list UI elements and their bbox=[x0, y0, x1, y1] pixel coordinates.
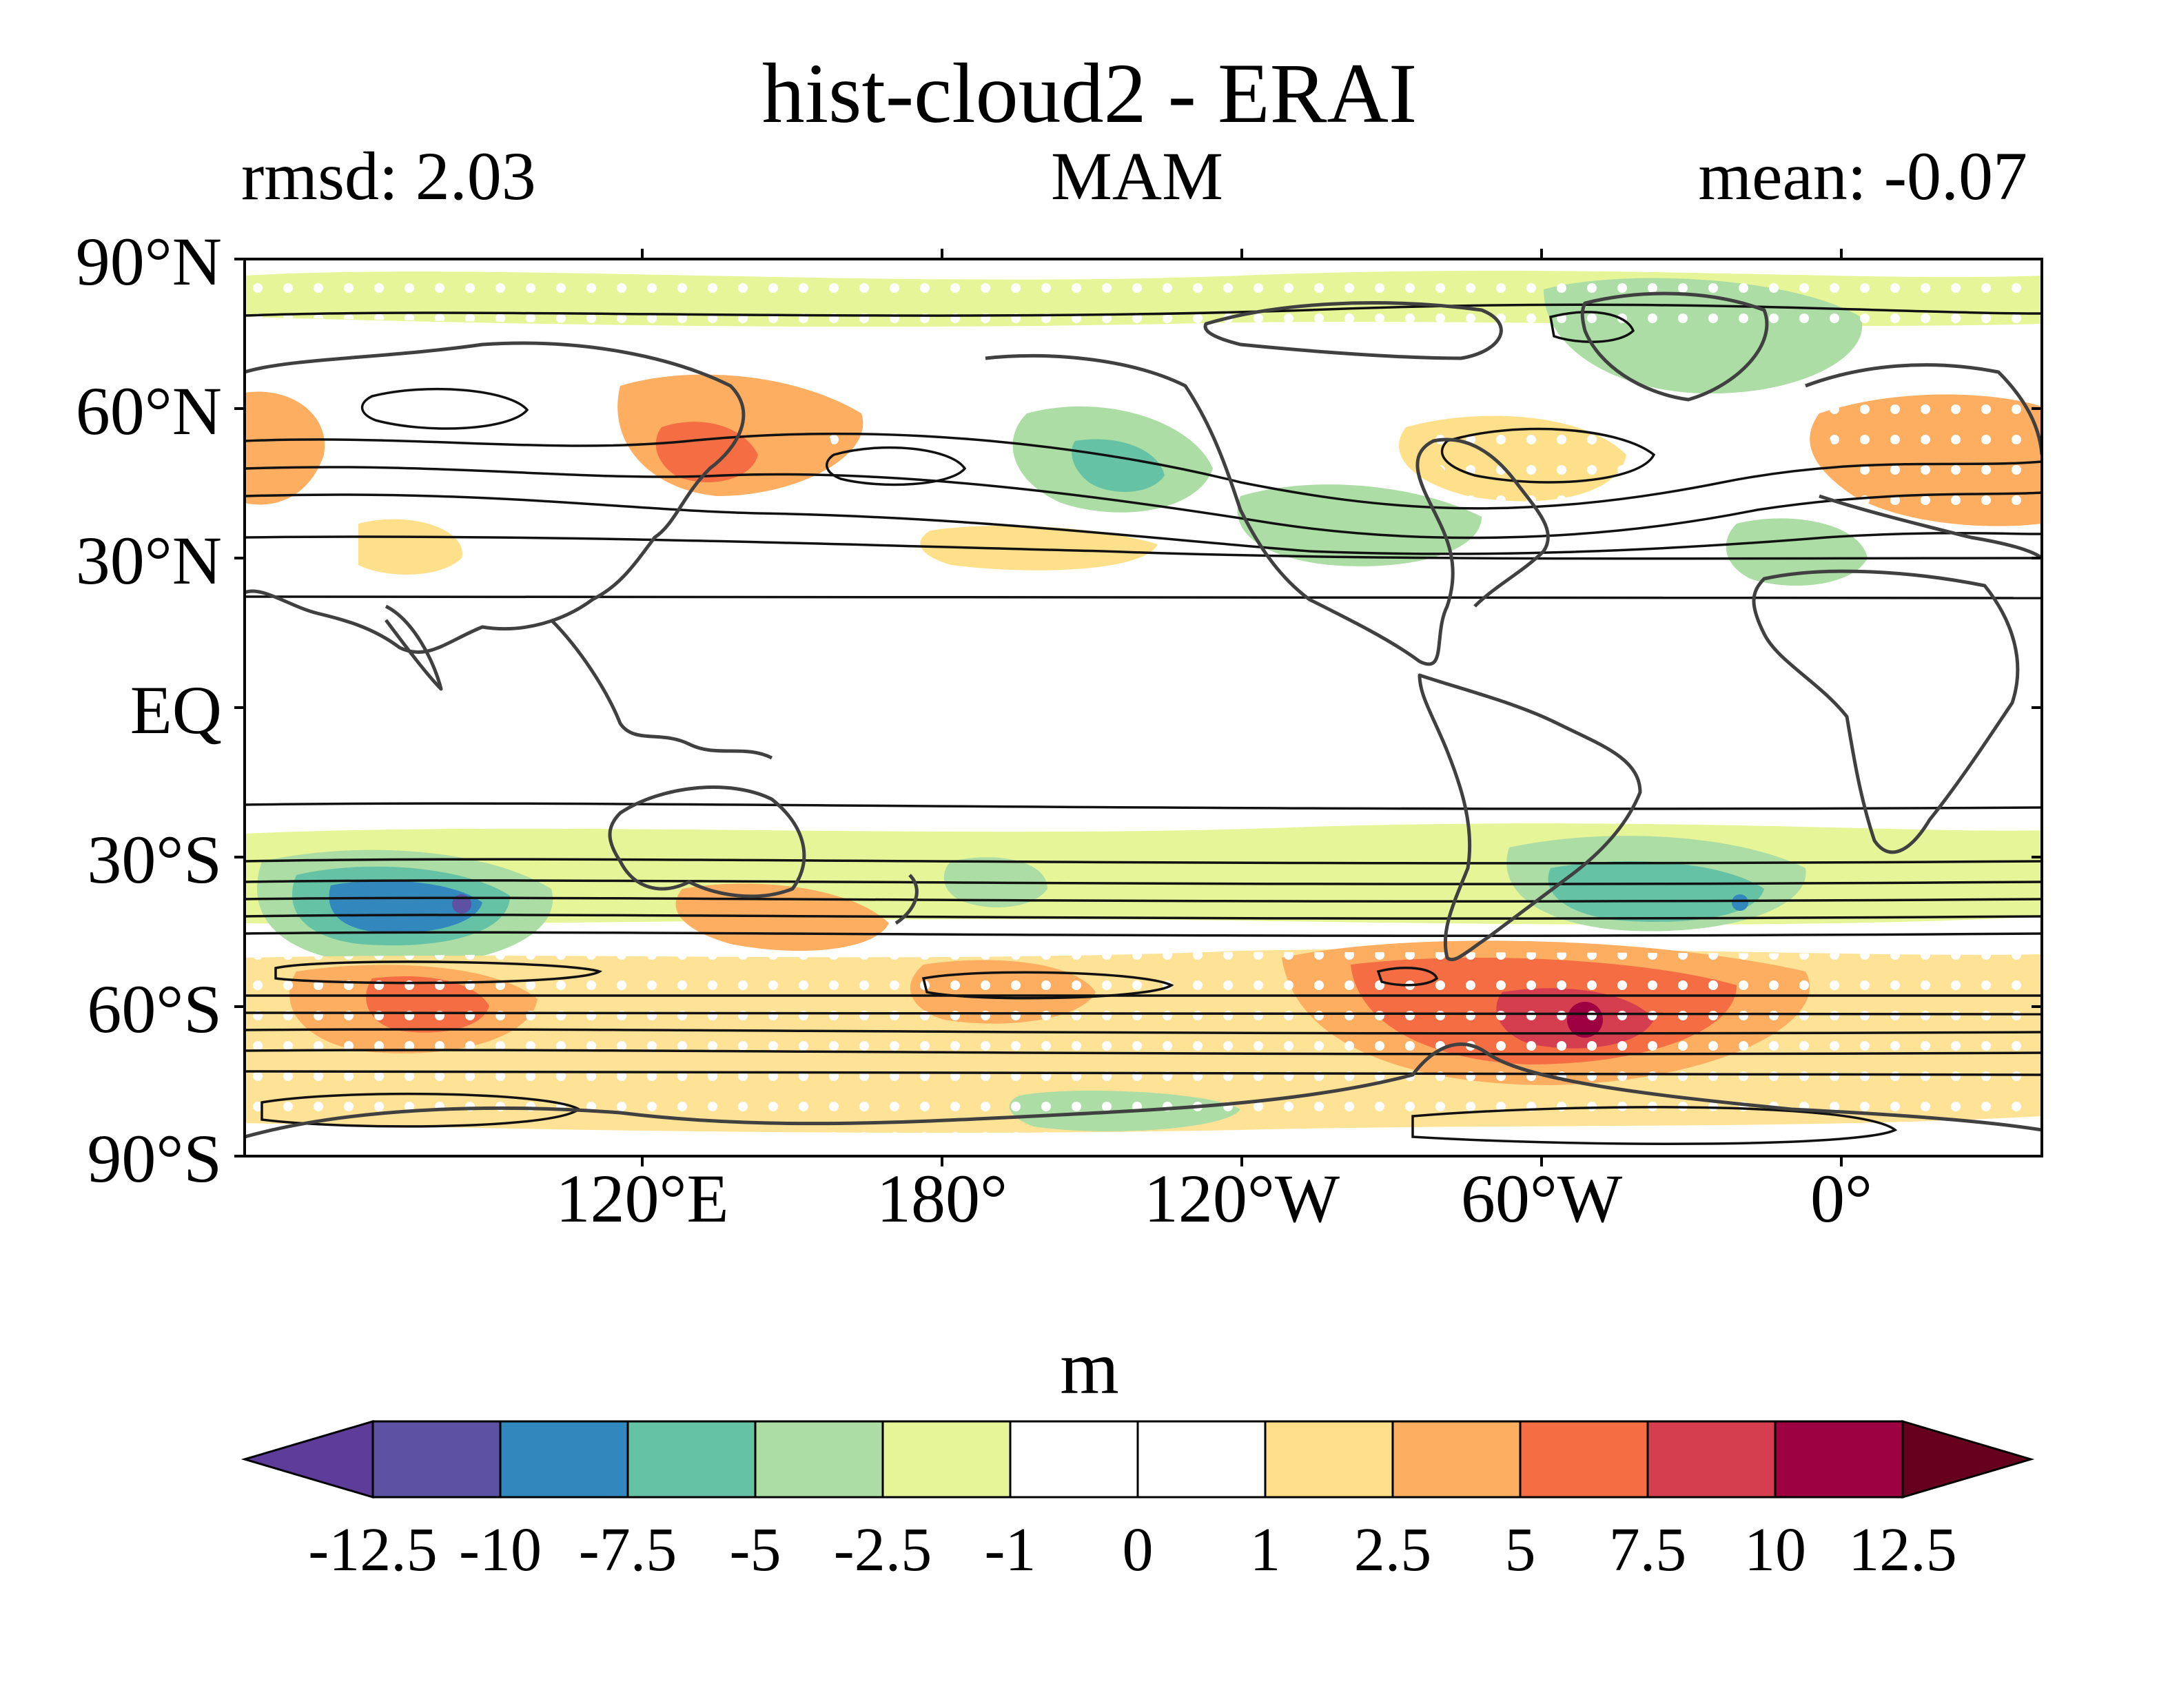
map-field bbox=[245, 259, 2042, 1156]
colorbar-swatch-2 bbox=[499, 1420, 629, 1499]
map-ticks bbox=[234, 249, 2042, 1166]
colorbar-swatch-under bbox=[241, 1419, 374, 1499]
coast-arctic-islands bbox=[1203, 301, 1503, 360]
climatology-contours bbox=[245, 303, 2042, 1145]
field-satl-neg2 bbox=[1548, 861, 1764, 922]
lat-label-90s: 90°S bbox=[87, 1120, 222, 1197]
lat-label-eq: EQ bbox=[130, 672, 222, 748]
coast-namerica bbox=[985, 353, 1550, 666]
colorbar-swatch-3 bbox=[626, 1420, 757, 1499]
colorbar-label: -1 bbox=[984, 1516, 1036, 1584]
field-namerica-neg bbox=[1237, 484, 1482, 566]
lon-label-0: 0° bbox=[1810, 1160, 1872, 1237]
colorbar-swatch-12 bbox=[1774, 1420, 1904, 1499]
colorbar-label: -5 bbox=[729, 1516, 781, 1584]
coast-australia bbox=[608, 785, 806, 898]
coast-asia bbox=[245, 341, 746, 655]
colorbar-swatch-1 bbox=[371, 1420, 502, 1499]
coast-seasia bbox=[550, 619, 773, 760]
lon-label-120w: 120°W bbox=[1143, 1160, 1340, 1237]
colorbar-label: -12.5 bbox=[308, 1516, 438, 1584]
coast-europe bbox=[1805, 363, 2042, 560]
lat-label-60n: 60°N bbox=[75, 373, 222, 449]
coast-samerica bbox=[1418, 673, 1642, 962]
lat-label-30n: 30°N bbox=[75, 522, 222, 599]
colorbar-units: m bbox=[1060, 1326, 1119, 1410]
colorbar-label: 7.5 bbox=[1608, 1516, 1687, 1584]
colorbar-label: 1 bbox=[1249, 1516, 1281, 1584]
colorbar-swatch-7 bbox=[1136, 1420, 1267, 1499]
colorbar bbox=[241, 1419, 2035, 1499]
coast-antarctica bbox=[245, 1042, 2042, 1139]
colorbar-label: 12.5 bbox=[1848, 1516, 1957, 1584]
coast-india bbox=[385, 604, 443, 691]
lon-label-180: 180° bbox=[877, 1160, 1007, 1237]
colorbar-swatch-11 bbox=[1646, 1420, 1777, 1499]
lon-label-60w: 60°W bbox=[1460, 1160, 1623, 1237]
field-indian-neg3 bbox=[329, 881, 482, 934]
colorbar-label: 2.5 bbox=[1353, 1516, 1432, 1584]
colorbar-swatch-8 bbox=[1264, 1420, 1394, 1499]
coast-newzealand bbox=[894, 874, 919, 925]
coast-greenland bbox=[1580, 291, 1769, 402]
colorbar-label: -10 bbox=[459, 1516, 542, 1584]
field-natl-neg bbox=[1726, 518, 1868, 586]
mean-label: mean: -0.07 bbox=[1698, 138, 2027, 214]
rmsd-label: rmsd: 2.03 bbox=[241, 138, 536, 214]
coast-africa bbox=[1752, 569, 2020, 854]
colorbar-label: 5 bbox=[1504, 1516, 1536, 1584]
season-label: MAM bbox=[1050, 138, 1224, 214]
stipple-south bbox=[245, 951, 2042, 1139]
colorbar-swatch-over bbox=[1901, 1419, 2035, 1499]
colorbar-label: 0 bbox=[1122, 1516, 1154, 1584]
colorbar-swatch-5 bbox=[881, 1420, 1012, 1499]
colorbar-swatch-9 bbox=[1391, 1420, 1522, 1499]
colorbar-label: -7.5 bbox=[578, 1516, 677, 1584]
colorbar-swatch-10 bbox=[1519, 1420, 1649, 1499]
lat-label-90n: 90°N bbox=[75, 223, 222, 300]
coastlines bbox=[245, 291, 2042, 1139]
stipple-north bbox=[245, 271, 2042, 326]
colorbar-swatch-6 bbox=[1009, 1420, 1139, 1499]
field-pac-yellow bbox=[920, 525, 1158, 570]
colorbar-label: 10 bbox=[1744, 1516, 1806, 1584]
lat-label-60s: 60°S bbox=[87, 971, 222, 1047]
lat-label-30s: 30°S bbox=[87, 821, 222, 898]
colorbar-swatch-4 bbox=[754, 1420, 884, 1499]
field-asia-pos bbox=[245, 391, 325, 505]
lon-label-120e: 120°E bbox=[555, 1160, 729, 1237]
field-sib-yellow bbox=[358, 519, 462, 575]
colorbar-label: -2.5 bbox=[833, 1516, 932, 1584]
map-title: hist-cloud2 - ERAI bbox=[761, 46, 1418, 141]
field-satl-min bbox=[1732, 894, 1748, 911]
